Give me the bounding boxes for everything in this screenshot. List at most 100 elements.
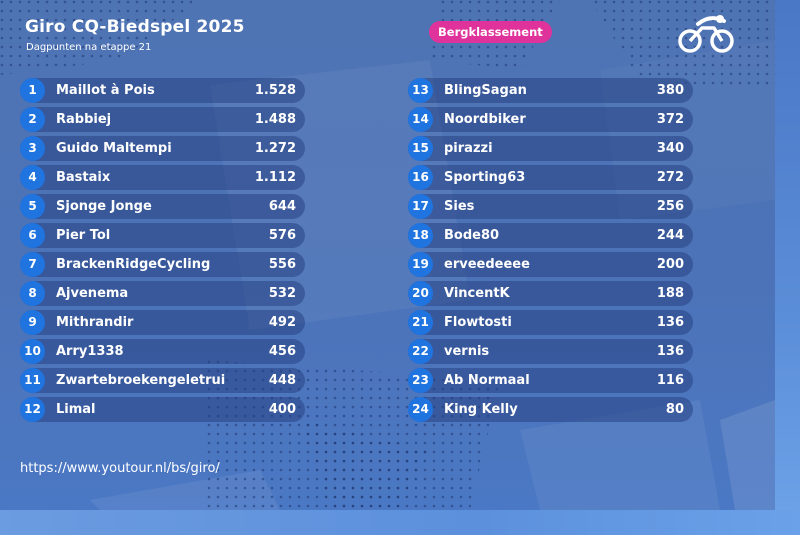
standings-panel: Giro CQ-Biedspel 2025 Dagpunten na etapp… (0, 0, 775, 510)
participant-name: Guido Maltempi (56, 141, 172, 156)
points-value: 556 (268, 257, 296, 272)
participant-name: VincentK (444, 286, 510, 301)
rank-badge: 4 (20, 165, 45, 190)
standings-row: 10 Arry1338 456 (20, 339, 305, 364)
rank-badge: 17 (408, 194, 433, 219)
standings-row: 24 King Kelly 80 (408, 397, 693, 422)
participant-name: BlingSagan (444, 83, 527, 98)
participant-name: Zwartebroekengeletrui (56, 373, 226, 388)
participant-name: Arry1338 (56, 344, 124, 359)
standings-row: 2 Rabbiej 1.488 (20, 107, 305, 132)
participant-name: Bode80 (444, 228, 500, 243)
rank-badge: 22 (408, 339, 433, 364)
classification-badge: Bergklassement (429, 21, 552, 43)
rank-badge: 11 (20, 368, 45, 393)
points-value: 644 (268, 199, 296, 214)
participant-name: pirazzi (444, 141, 493, 156)
page-title: Giro CQ-Biedspel 2025 (25, 17, 245, 37)
participant-name: BrackenRidgeCycling (56, 257, 211, 272)
standings-row: 7 BrackenRidgeCycling 556 (20, 252, 305, 277)
rank-badge: 19 (408, 252, 433, 277)
standings-row: 14 Noordbiker 372 (408, 107, 693, 132)
points-value: 116 (656, 373, 684, 388)
participant-name: Noordbiker (444, 112, 526, 127)
rank-badge: 5 (20, 194, 45, 219)
standings-row: 3 Guido Maltempi 1.272 (20, 136, 305, 161)
rank-badge: 7 (20, 252, 45, 277)
rank-badge: 6 (20, 223, 45, 248)
standings-row: 1 Maillot à Pois 1.528 (20, 78, 305, 103)
participant-name: Flowtosti (444, 315, 512, 330)
points-value: 136 (656, 315, 684, 330)
rank-badge: 3 (20, 136, 45, 161)
rank-badge: 23 (408, 368, 433, 393)
standings-row: 20 VincentK 188 (408, 281, 693, 306)
points-value: 200 (656, 257, 684, 272)
participant-name: Ab Normaal (444, 373, 530, 388)
participant-name: vernis (444, 344, 490, 359)
points-value: 244 (656, 228, 684, 243)
rank-badge: 14 (408, 107, 433, 132)
participant-name: Bastaix (56, 170, 111, 185)
standings-row: 17 Sies 256 (408, 194, 693, 219)
points-value: 256 (656, 199, 684, 214)
points-value: 272 (656, 170, 684, 185)
standings-row: 12 Limal 400 (20, 397, 305, 422)
participant-name: erveedeeee (444, 257, 530, 272)
cycling-logo-icon (678, 15, 734, 53)
standings-row: 13 BlingSagan 380 (408, 78, 693, 103)
points-value: 136 (656, 344, 684, 359)
rank-badge: 12 (20, 397, 45, 422)
participant-name: King Kelly (444, 402, 518, 417)
participant-name: Sies (444, 199, 475, 214)
points-value: 400 (268, 402, 296, 417)
right-edge-band (775, 0, 800, 535)
points-value: 372 (656, 112, 684, 127)
standings-row: 22 vernis 136 (408, 339, 693, 364)
standings-row: 4 Bastaix 1.112 (20, 165, 305, 190)
page-subtitle: Dagpunten na etappe 21 (26, 42, 152, 53)
points-value: 1.272 (254, 141, 296, 156)
participant-name: Mithrandir (56, 315, 134, 330)
bottom-edge-band (0, 510, 800, 535)
rank-badge: 13 (408, 78, 433, 103)
standings-row: 6 Pier Tol 576 (20, 223, 305, 248)
rank-badge: 20 (408, 281, 433, 306)
rank-badge: 2 (20, 107, 45, 132)
rank-badge: 9 (20, 310, 45, 335)
points-value: 1.528 (254, 83, 296, 98)
points-value: 532 (268, 286, 296, 301)
points-value: 456 (268, 344, 296, 359)
standings-row: 11 Zwartebroekengeletrui 448 (20, 368, 305, 393)
rank-badge: 24 (408, 397, 433, 422)
standings-row: 23 Ab Normaal 116 (408, 368, 693, 393)
rank-badge: 18 (408, 223, 433, 248)
standings-row: 5 Sjonge Jonge 644 (20, 194, 305, 219)
rank-badge: 10 (20, 339, 45, 364)
points-value: 340 (656, 141, 684, 156)
points-value: 492 (268, 315, 296, 330)
participant-name: Sjonge Jonge (56, 199, 152, 214)
standings-row: 16 Sporting63 272 (408, 165, 693, 190)
participant-name: Rabbiej (56, 112, 112, 127)
points-value: 1.112 (254, 170, 296, 185)
points-value: 1.488 (254, 112, 296, 127)
standings-row: 19 erveedeeee 200 (408, 252, 693, 277)
standings-row: 21 Flowtosti 136 (408, 310, 693, 335)
rank-badge: 16 (408, 165, 433, 190)
standings-row: 9 Mithrandir 492 (20, 310, 305, 335)
rank-badge: 8 (20, 281, 45, 306)
rank-badge: 1 (20, 78, 45, 103)
points-value: 380 (656, 83, 684, 98)
participant-name: Ajvenema (56, 286, 129, 301)
participant-name: Limal (56, 402, 96, 417)
points-value: 448 (268, 373, 296, 388)
rank-badge: 15 (408, 136, 433, 161)
participant-name: Sporting63 (444, 170, 526, 185)
points-value: 188 (656, 286, 684, 301)
standings-row: 8 Ajvenema 532 (20, 281, 305, 306)
footer-url-link[interactable]: https://www.youtour.nl/bs/giro/ (20, 461, 220, 476)
standings-row: 15 pirazzi 340 (408, 136, 693, 161)
participant-name: Maillot à Pois (56, 83, 155, 98)
rank-badge: 21 (408, 310, 433, 335)
